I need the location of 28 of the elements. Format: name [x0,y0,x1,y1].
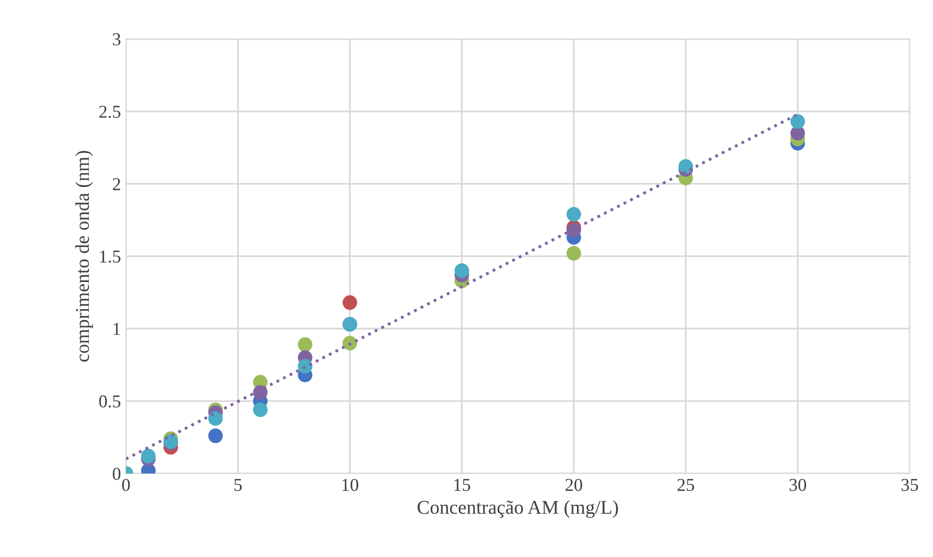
x-tick-label: 10 [342,478,358,492]
y-axis-title: comprimento de onda (nm) [75,150,93,362]
x-tick-label: 0 [122,478,130,492]
point [678,159,694,174]
x-tick-label: 20 [566,478,582,492]
y-tick-label: 0 [112,468,120,480]
x-tick-label: 5 [234,479,242,492]
x-tick-label: 30 [790,478,806,492]
point [454,263,470,278]
y-tick-label: 1.5 [100,250,120,263]
y-tick-label: 1 [114,322,120,335]
x-tick-label: 25 [678,478,694,492]
point [342,295,358,310]
x-axis-title: Concentração AM (mg/L) [418,500,618,518]
point [253,402,268,418]
y-tick-label: 0.5 [99,395,120,408]
point [566,246,582,261]
point [566,206,582,222]
point [298,337,312,352]
x-tick-label: 35 [902,478,918,492]
point [208,411,223,426]
x-tick-label: 15 [454,478,470,492]
y-tick-label: 3 [112,33,120,46]
y-tick-label: 2.5 [99,106,120,118]
point [790,114,805,129]
point [208,428,223,444]
point [141,448,156,464]
y-tick-label: 2 [112,178,120,190]
